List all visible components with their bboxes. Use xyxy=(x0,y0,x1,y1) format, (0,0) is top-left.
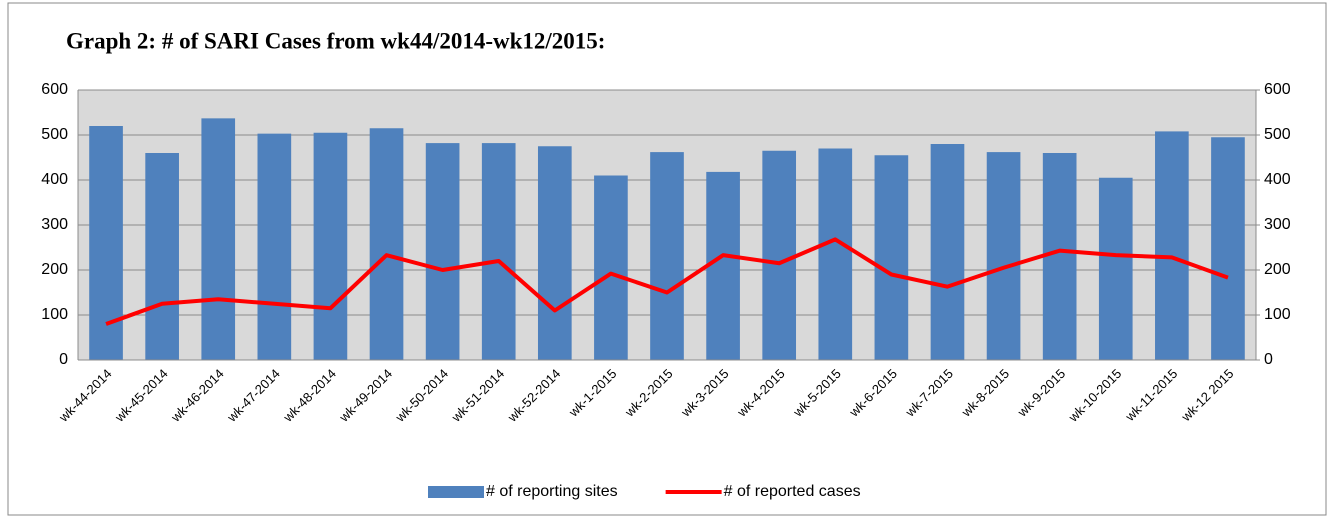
line xyxy=(105,237,1229,326)
bar xyxy=(201,118,236,360)
y2-tick-label: 600 xyxy=(1264,81,1291,98)
legend-label: # of reported cases xyxy=(724,483,861,500)
bar xyxy=(594,175,628,360)
y2-tick-label: 0 xyxy=(1264,351,1273,368)
bar xyxy=(1211,137,1245,360)
y-tick-label: 300 xyxy=(41,216,68,233)
bar xyxy=(1098,177,1133,360)
bar xyxy=(762,150,797,360)
y-tick-label: 400 xyxy=(41,171,68,188)
bar xyxy=(369,128,404,360)
bar xyxy=(313,132,348,360)
bar xyxy=(818,148,853,360)
bar xyxy=(89,126,123,360)
y-tick-label: 0 xyxy=(59,351,68,368)
bar xyxy=(1042,153,1077,360)
y2-tick-label: 200 xyxy=(1264,261,1291,278)
chart-title: Graph 2: # of SARI Cases from wk44/2014-… xyxy=(66,28,605,53)
bar xyxy=(257,133,292,360)
bar xyxy=(481,143,516,360)
y2-tick-label: 300 xyxy=(1264,216,1291,233)
y2-tick-label: 100 xyxy=(1264,306,1291,323)
bar xyxy=(986,152,1021,360)
y-tick-label: 200 xyxy=(41,261,68,278)
bar xyxy=(930,144,965,360)
bar xyxy=(1155,131,1189,360)
bar xyxy=(650,152,684,360)
legend-swatch xyxy=(428,486,484,498)
y-tick-label: 600 xyxy=(41,81,68,98)
legend-label: # of reporting sites xyxy=(486,483,618,500)
y-tick-label: 500 xyxy=(41,126,68,143)
y-tick-label: 100 xyxy=(41,306,68,323)
bar xyxy=(874,155,909,360)
bar xyxy=(145,153,179,360)
y2-tick-label: 400 xyxy=(1264,171,1291,188)
bar xyxy=(425,143,460,360)
y2-tick-label: 500 xyxy=(1264,126,1291,143)
bar xyxy=(537,146,572,360)
bar xyxy=(706,171,740,360)
